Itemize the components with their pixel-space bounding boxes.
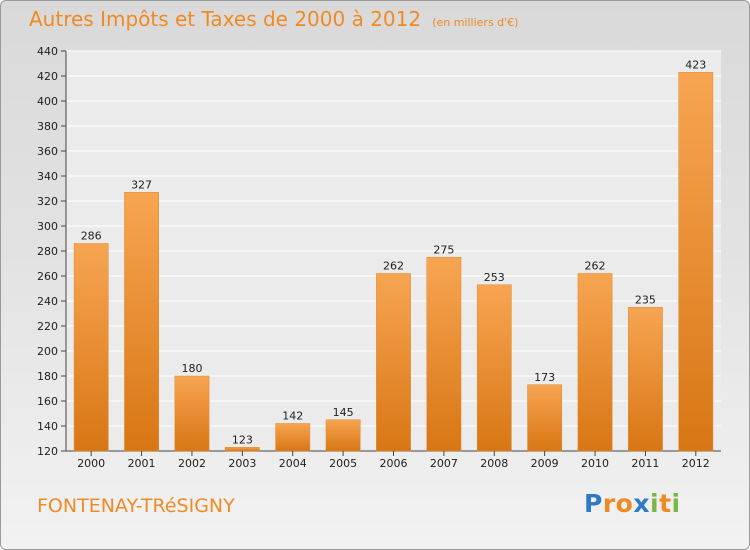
- x-tick-label-2004: 2004: [279, 457, 307, 470]
- bar-2004: [275, 423, 311, 452]
- bar-2007: [426, 257, 462, 452]
- y-tick-label: 420: [37, 70, 58, 83]
- y-tick-label: 240: [37, 295, 58, 308]
- y-tick-label: 220: [37, 320, 58, 333]
- y-tick-label: 140: [37, 420, 58, 433]
- y-tick-label: 280: [37, 245, 58, 258]
- x-tick-label-2000: 2000: [77, 457, 105, 470]
- y-tick-label: 380: [37, 120, 58, 133]
- y-tick-label: 320: [37, 195, 58, 208]
- title-block: Autres Impôts et Taxes de 2000 à 2012 (e…: [29, 7, 518, 31]
- bar-2008: [476, 284, 512, 452]
- x-tick-label-2010: 2010: [581, 457, 609, 470]
- data-label-2003: 123: [232, 433, 253, 446]
- data-label-2000: 286: [81, 230, 102, 243]
- bar-2001: [124, 192, 159, 452]
- x-tick-label-2007: 2007: [430, 457, 458, 470]
- data-label-2004: 142: [282, 410, 303, 423]
- x-tick-label-2005: 2005: [329, 457, 357, 470]
- data-label-2012: 423: [685, 58, 706, 71]
- logo-letter: t: [659, 489, 672, 518]
- data-label-2006: 262: [383, 260, 404, 273]
- bar-2010: [577, 273, 613, 452]
- x-tick-label-2006: 2006: [380, 457, 408, 470]
- commune-name: FONTENAY-TRéSIGNY: [37, 495, 235, 517]
- data-label-2001: 327: [131, 178, 152, 191]
- bar-2005: [325, 419, 361, 452]
- chart-subtitle: (en milliers d'€): [432, 16, 519, 29]
- bar-2012: [678, 72, 714, 452]
- data-label-2002: 180: [181, 362, 202, 375]
- data-label-2010: 262: [585, 260, 606, 273]
- x-tick-label-2011: 2011: [631, 457, 659, 470]
- x-tick-label-2001: 2001: [128, 457, 156, 470]
- logo-letter: x: [633, 489, 650, 518]
- logo-letter: o: [615, 489, 634, 518]
- data-label-2007: 275: [433, 243, 454, 256]
- y-tick-label: 440: [37, 45, 58, 58]
- y-tick-label: 180: [37, 370, 58, 383]
- y-tick-label: 340: [37, 170, 58, 183]
- proxiti-logo: Proxiti: [584, 489, 681, 518]
- bar-2006: [376, 273, 411, 452]
- bar-2000: [73, 243, 109, 452]
- bar-2011: [628, 307, 663, 452]
- logo-letter: i: [650, 489, 660, 518]
- x-tick-label-2009: 2009: [531, 457, 559, 470]
- y-tick-label: 120: [37, 445, 58, 458]
- data-label-2011: 235: [635, 293, 656, 306]
- y-tick-label: 360: [37, 145, 58, 158]
- x-tick-label-2002: 2002: [178, 457, 206, 470]
- bar-2003: [224, 447, 260, 452]
- chart-title: Autres Impôts et Taxes de 2000 à 2012: [29, 7, 422, 31]
- data-label-2008: 253: [484, 271, 505, 284]
- data-label-2009: 173: [534, 371, 555, 384]
- x-tick-label-2003: 2003: [228, 457, 256, 470]
- y-tick-label: 260: [37, 270, 58, 283]
- data-label-2005: 145: [333, 406, 354, 419]
- y-tick-label: 300: [37, 220, 58, 233]
- y-tick-label: 200: [37, 345, 58, 358]
- bar-2002: [174, 375, 210, 452]
- logo-letter: P: [584, 489, 603, 518]
- logo-letter: i: [671, 489, 681, 518]
- logo-letter: r: [602, 489, 616, 518]
- x-tick-label-2012: 2012: [682, 457, 710, 470]
- y-tick-label: 160: [37, 395, 58, 408]
- x-tick-label-2008: 2008: [480, 457, 508, 470]
- y-tick-label: 400: [37, 95, 58, 108]
- bar-2009: [527, 384, 563, 452]
